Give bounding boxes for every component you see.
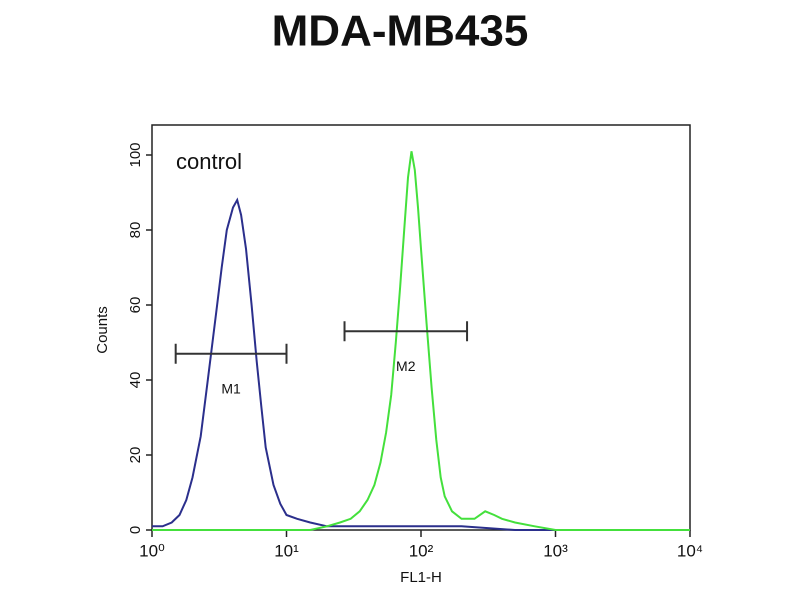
gate-label: M2	[396, 358, 416, 374]
gate-label: M1	[221, 380, 241, 396]
y-tick-label: 20	[127, 447, 144, 464]
y-tick-label: 60	[127, 297, 144, 314]
x-tick-label: 10¹	[274, 541, 299, 560]
x-tick-label: 10²	[409, 541, 434, 560]
x-tick-label: 10⁰	[139, 541, 165, 560]
x-tick-label: 10⁴	[677, 541, 703, 560]
series-line	[152, 151, 690, 531]
x-axis-label: FL1-H	[400, 569, 442, 586]
y-axis-label: Counts	[94, 306, 111, 354]
chart-title: MDA-MB435	[272, 7, 529, 56]
y-tick-label: 100	[127, 142, 144, 167]
y-tick-label: 40	[127, 372, 144, 389]
y-tick-label: 80	[127, 222, 144, 239]
annotation: control	[176, 149, 242, 174]
series-line	[152, 197, 690, 531]
plot-frame	[151, 124, 691, 531]
x-tick-label: 10³	[543, 541, 568, 560]
y-tick-label: 0	[127, 526, 144, 534]
